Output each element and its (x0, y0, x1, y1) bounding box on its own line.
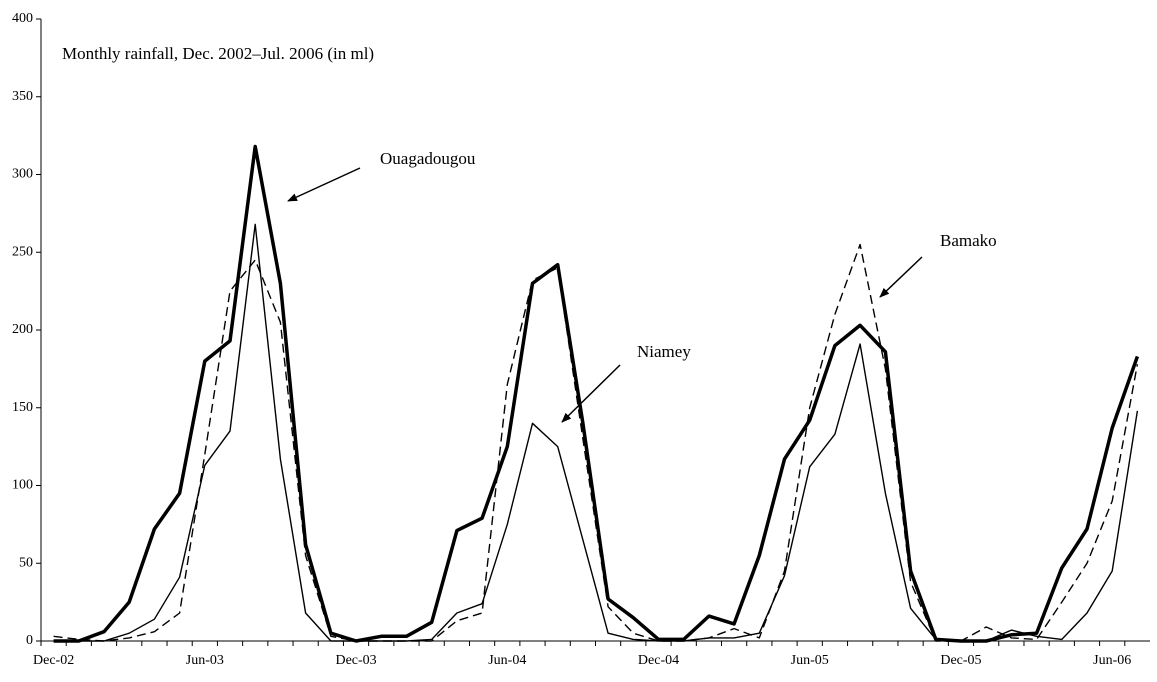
x-tick-label: Dec-02 (33, 653, 74, 668)
y-tick-label: 250 (12, 244, 33, 259)
y-tick-label: 400 (12, 11, 33, 26)
annotation-arrow (879, 256, 923, 298)
x-tick-label: Dec-04 (638, 653, 679, 668)
y-tick-label: 100 (12, 478, 33, 493)
x-tick-label: Jun-04 (488, 653, 526, 668)
x-tick-label: Dec-05 (940, 653, 981, 668)
x-tick-label: Jun-03 (186, 653, 224, 668)
y-tick-label: 350 (12, 89, 33, 104)
annotation: Bamako (940, 231, 997, 250)
annotation-arrow (561, 364, 621, 423)
x-tick-label: Dec-03 (335, 653, 376, 668)
y-tick-label: 150 (12, 400, 33, 415)
y-tick-label: 200 (12, 322, 33, 337)
y-tick-label: 0 (26, 633, 33, 648)
annotation: Niamey (637, 342, 691, 361)
annotation: Ouagadougou (380, 149, 476, 168)
y-tick-label: 50 (19, 555, 33, 570)
x-tick-label: Jun-05 (791, 653, 829, 668)
chart-title: Monthly rainfall, Dec. 2002–Jul. 2006 (i… (62, 44, 374, 63)
series-line (53, 243, 1139, 642)
series-line (53, 144, 1140, 643)
series-line (53, 223, 1139, 642)
x-tick-label: Jun-06 (1093, 653, 1131, 668)
annotation-arrow (287, 167, 361, 202)
y-tick-label: 300 (12, 167, 33, 182)
